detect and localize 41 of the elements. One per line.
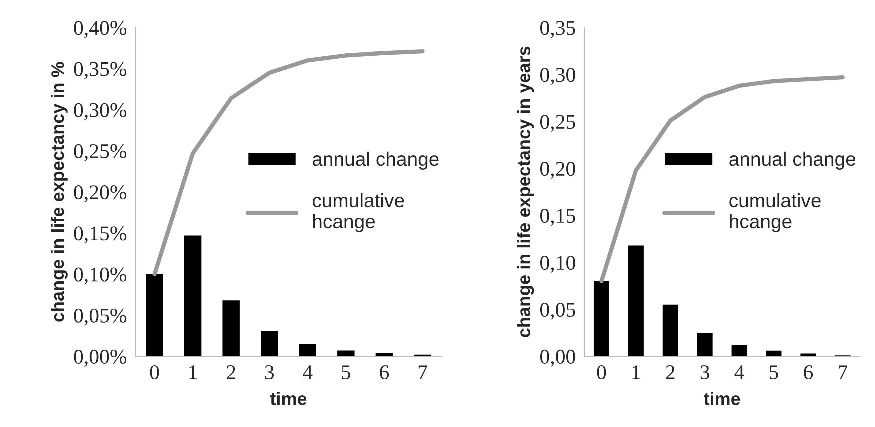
y-axis-title: change in life expectancy in years	[517, 46, 534, 338]
x-tick-label: 1	[632, 366, 640, 380]
y-tick-label: 0,00	[540, 350, 576, 367]
x-tick-label: 7	[418, 366, 428, 380]
y-tick-label: 0,30	[540, 68, 576, 86]
x-tick-label: 5	[770, 366, 778, 380]
y-tick-label: 0,20%	[74, 186, 127, 203]
x-tick-label: 4	[303, 366, 313, 380]
legend-label: cumulative hcange	[312, 193, 404, 232]
y-axis-title: change in life expectancy in %	[51, 62, 68, 322]
y-tick-label: 0,05%	[74, 308, 127, 326]
x-tick-label: 4	[734, 366, 744, 380]
legend-label: cumulative hcange	[730, 193, 821, 232]
y-tick-label: 0,20	[540, 162, 576, 180]
x-tick-label: 3	[265, 366, 274, 380]
y-tick-label: 0,15%	[74, 226, 127, 244]
y-tick-label: 0,35%	[74, 62, 127, 80]
legend-label: annual change	[312, 152, 439, 170]
x-tick-label: 5	[342, 366, 351, 380]
y-tick-label: 0,25%	[74, 144, 127, 162]
x-axis-title: time	[704, 392, 740, 406]
y-tick-label: 0,25	[540, 115, 576, 132]
x-tick-label: 2	[666, 366, 675, 380]
y-tick-label: 0,05	[540, 302, 576, 320]
x-tick-label: 7	[839, 366, 848, 380]
y-tick-label: 0,30%	[74, 103, 127, 120]
y-tick-label: 0,10	[540, 256, 576, 274]
x-tick-label: 0	[597, 365, 606, 380]
x-tick-label: 6	[380, 366, 390, 380]
y-tick-label: 0,35	[540, 21, 576, 38]
legend-label: annual change	[730, 152, 856, 170]
y-tick-label: 0,00%	[74, 350, 127, 367]
y-tick-label: 0,15	[540, 209, 576, 226]
y-tick-label: 0,10%	[74, 268, 127, 285]
x-tick-label: 6	[804, 366, 814, 380]
x-axis-title: time	[270, 392, 307, 406]
x-tick-label: 0	[150, 365, 160, 380]
x-tick-label: 2	[227, 366, 236, 380]
y-tick-label: 0,40%	[74, 21, 127, 38]
x-tick-label: 3	[700, 366, 710, 380]
x-tick-label: 1	[190, 366, 198, 380]
